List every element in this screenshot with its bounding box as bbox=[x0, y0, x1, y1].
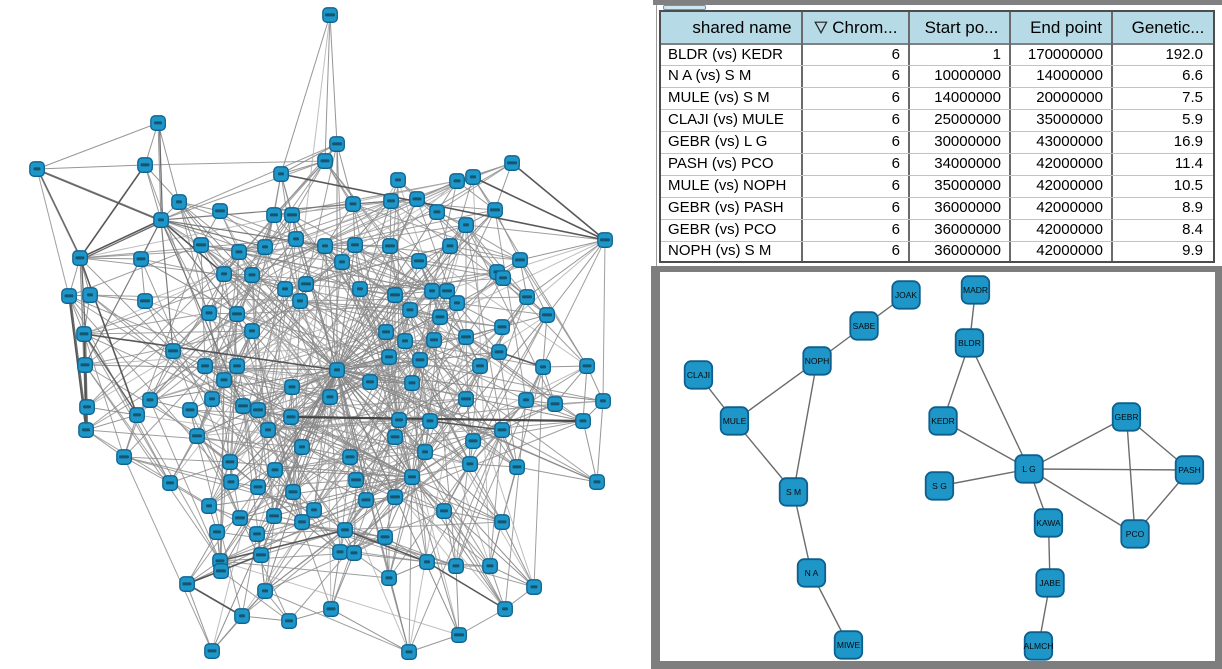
svg-text:N A: N A bbox=[804, 568, 818, 578]
svg-text:ALMCH: ALMCH bbox=[1023, 641, 1053, 651]
svg-text:JOAK: JOAK bbox=[894, 290, 917, 300]
svg-text:L G: L G bbox=[1022, 464, 1035, 474]
svg-text:MULE: MULE bbox=[722, 416, 746, 426]
svg-text:CLAJI: CLAJI bbox=[686, 370, 709, 380]
svg-text:S M: S M bbox=[785, 487, 800, 497]
svg-text:S G: S G bbox=[932, 481, 947, 491]
svg-text:MADR: MADR bbox=[962, 285, 987, 295]
svg-text:NOPH: NOPH bbox=[804, 356, 829, 366]
svg-text:GEBR: GEBR bbox=[1114, 412, 1138, 422]
svg-text:KEDR: KEDR bbox=[931, 416, 955, 426]
svg-text:SABE: SABE bbox=[852, 321, 875, 331]
svg-text:JABE: JABE bbox=[1039, 578, 1061, 588]
svg-text:PASH: PASH bbox=[1178, 465, 1201, 475]
svg-text:KAWA: KAWA bbox=[1036, 518, 1061, 528]
svg-text:PCO: PCO bbox=[1125, 529, 1144, 539]
svg-text:BLDR: BLDR bbox=[958, 338, 981, 348]
svg-text:MIWE: MIWE bbox=[836, 640, 859, 650]
